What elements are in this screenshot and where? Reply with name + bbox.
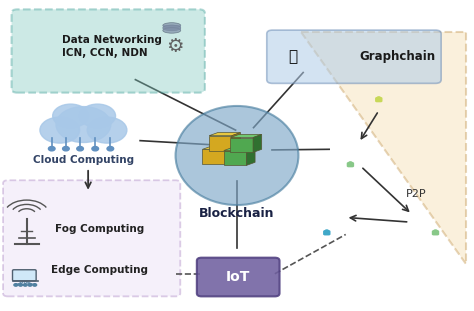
Ellipse shape — [163, 28, 181, 33]
Polygon shape — [224, 151, 246, 165]
Polygon shape — [209, 136, 232, 151]
Text: Graphchain: Graphchain — [360, 50, 436, 63]
Text: IoT: IoT — [226, 270, 250, 284]
Polygon shape — [209, 132, 240, 136]
Text: ⚙: ⚙ — [166, 37, 183, 56]
Text: Fog Computing: Fog Computing — [55, 224, 145, 234]
Circle shape — [107, 146, 114, 151]
Circle shape — [348, 162, 352, 164]
FancyBboxPatch shape — [267, 30, 441, 83]
FancyBboxPatch shape — [197, 258, 280, 296]
Text: Blockchain: Blockchain — [199, 207, 275, 220]
Polygon shape — [224, 147, 255, 151]
Polygon shape — [230, 134, 262, 137]
Polygon shape — [232, 132, 240, 151]
FancyBboxPatch shape — [3, 180, 180, 296]
Text: 🕸: 🕸 — [288, 49, 297, 64]
Ellipse shape — [163, 23, 181, 28]
Circle shape — [92, 146, 99, 151]
Circle shape — [28, 284, 32, 286]
Text: Edge Computing: Edge Computing — [52, 265, 148, 275]
Text: P2P: P2P — [406, 189, 427, 199]
Circle shape — [56, 107, 111, 142]
Circle shape — [434, 230, 438, 232]
Circle shape — [87, 117, 127, 143]
Circle shape — [53, 104, 89, 128]
Polygon shape — [253, 134, 262, 152]
Text: Data Networking
ICN, CCN, NDN: Data Networking ICN, CCN, NDN — [62, 35, 162, 58]
Circle shape — [14, 284, 18, 286]
Circle shape — [23, 284, 27, 286]
Ellipse shape — [175, 106, 299, 205]
Circle shape — [325, 230, 328, 232]
FancyBboxPatch shape — [375, 97, 383, 102]
Circle shape — [40, 117, 80, 143]
FancyBboxPatch shape — [11, 9, 205, 93]
Polygon shape — [202, 149, 225, 164]
FancyBboxPatch shape — [12, 270, 36, 281]
Circle shape — [18, 284, 22, 286]
Bar — [163, 25, 181, 30]
Polygon shape — [246, 147, 255, 165]
Circle shape — [377, 97, 381, 99]
Circle shape — [63, 146, 69, 151]
Circle shape — [48, 146, 55, 151]
FancyBboxPatch shape — [346, 162, 354, 167]
Circle shape — [33, 284, 36, 286]
Circle shape — [80, 104, 116, 128]
Polygon shape — [230, 137, 253, 152]
Text: Cloud Computing: Cloud Computing — [33, 155, 134, 165]
Ellipse shape — [163, 25, 181, 31]
Polygon shape — [225, 146, 234, 164]
Polygon shape — [301, 32, 466, 264]
FancyBboxPatch shape — [323, 230, 330, 235]
Polygon shape — [202, 146, 234, 149]
Circle shape — [77, 146, 83, 151]
FancyBboxPatch shape — [432, 230, 439, 235]
